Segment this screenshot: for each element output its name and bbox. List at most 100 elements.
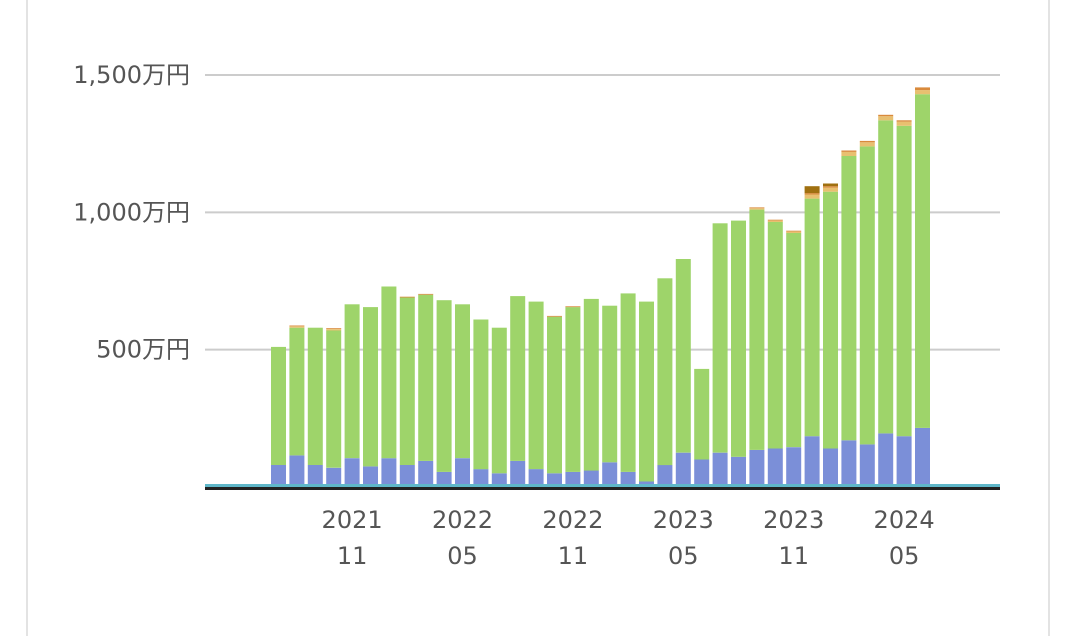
bar-segment <box>878 114 894 117</box>
bar-segment <box>381 286 397 459</box>
bar-segment <box>491 473 507 487</box>
x-tick-year: 2023 <box>653 506 714 534</box>
bar-segment <box>657 465 673 487</box>
bar-segment <box>620 471 636 487</box>
bar-segment <box>823 186 838 188</box>
bar-segment <box>749 207 765 209</box>
bar-segment <box>547 473 562 487</box>
bar-segment <box>510 296 526 461</box>
x-tick-month: 11 <box>778 542 809 570</box>
x-axis-line <box>205 487 1000 490</box>
x-tick-year: 2022 <box>542 506 603 534</box>
bar-segment <box>767 219 783 221</box>
bar-segment <box>399 465 415 487</box>
bar-segment <box>878 433 894 487</box>
bar-segment <box>915 427 930 487</box>
bar-segment <box>565 306 581 308</box>
bar-segment <box>896 436 912 487</box>
bar-segment <box>602 305 618 463</box>
bar-segment <box>804 198 820 437</box>
bar-segment <box>804 194 820 199</box>
bar-segment <box>767 221 783 449</box>
bar-segment <box>620 293 636 472</box>
bar-segment <box>326 467 342 487</box>
bar-segment <box>639 301 654 482</box>
bar-segment <box>841 156 857 441</box>
bar-segment <box>344 458 360 487</box>
bar-segment <box>859 444 875 487</box>
bar-segment <box>583 470 599 487</box>
x-tick-month: 11 <box>337 542 368 570</box>
bar-segment <box>804 436 820 487</box>
bar-segment <box>767 448 783 487</box>
bar-segment <box>436 300 452 472</box>
x-tick-month: 05 <box>447 542 478 570</box>
bar-segment <box>896 125 912 437</box>
bar-segment <box>749 208 765 210</box>
bar-segment <box>859 142 875 147</box>
bar-segment <box>804 186 820 194</box>
bar-segment <box>731 220 746 457</box>
bars <box>271 87 930 487</box>
bar-segment <box>841 150 857 152</box>
bar-segment <box>418 294 434 461</box>
x-axis-tick-labels: 2021 11 2022 05 2022 11 2023 05 2023 11 2024 05 <box>322 506 935 570</box>
x-tick-month: 05 <box>668 542 699 570</box>
chart-card <box>26 0 1050 636</box>
bar-segment <box>823 187 838 192</box>
bar-segment <box>841 440 857 487</box>
bar-segment <box>399 297 415 465</box>
bar-segment <box>675 259 691 453</box>
bar-segment <box>786 230 802 232</box>
x-axis-band <box>205 484 1000 487</box>
bar-segment <box>749 209 765 450</box>
bar-segment <box>510 460 526 487</box>
bar-segment <box>363 466 378 487</box>
bar-segment <box>307 465 323 487</box>
bar-segment <box>271 346 286 465</box>
bar-segment <box>326 330 342 468</box>
bar-segment <box>565 471 581 487</box>
bar-segment <box>712 223 728 453</box>
y-tick-label: 500万円 <box>96 336 190 364</box>
bar-segment <box>896 120 912 122</box>
bar-segment <box>749 449 765 487</box>
bar-segment <box>878 120 894 434</box>
bar-segment <box>289 455 305 487</box>
bar-segment <box>915 87 930 91</box>
bar-segment <box>473 469 489 487</box>
bar-segment <box>823 448 838 487</box>
y-tick-label: 1,000万円 <box>73 198 190 226</box>
bar-segment <box>547 316 562 474</box>
bar-segment <box>418 460 434 487</box>
bar-segment <box>565 307 581 472</box>
bar-segment <box>823 191 838 449</box>
bar-segment <box>399 296 415 298</box>
bar-segment <box>786 232 802 448</box>
bar-segment <box>547 315 562 317</box>
bar-segment <box>694 459 710 487</box>
bar-segment <box>823 183 838 187</box>
x-tick-month: 05 <box>889 542 920 570</box>
bar-segment <box>289 325 305 327</box>
bar-segment <box>731 456 746 487</box>
bar-segment <box>528 301 544 470</box>
x-tick-year: 2024 <box>874 506 935 534</box>
bar-segment <box>804 193 820 195</box>
bar-segment <box>455 458 470 487</box>
bar-segment <box>455 304 470 459</box>
bar-segment <box>363 307 378 467</box>
bar-segment <box>786 447 802 487</box>
bar-segment <box>418 293 434 295</box>
bar-segment <box>657 278 673 466</box>
bar-segment <box>767 220 783 222</box>
bar-segment <box>344 304 360 459</box>
bar-segment <box>694 368 710 460</box>
bar-segment <box>583 298 599 471</box>
x-axis <box>205 484 1000 490</box>
bar-segment <box>473 319 489 470</box>
bar-segment <box>841 151 857 156</box>
x-tick-year: 2023 <box>763 506 824 534</box>
bar-segment <box>675 452 691 487</box>
